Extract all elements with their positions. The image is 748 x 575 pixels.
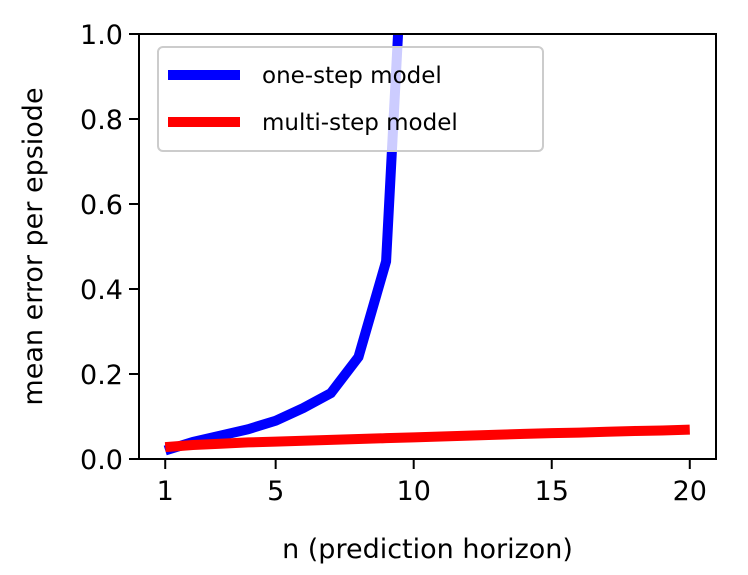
x-tick-label: 20 xyxy=(673,476,707,507)
x-axis-ticks: 1 5 10 15 20 xyxy=(157,459,707,507)
x-tick-label: 1 xyxy=(157,476,174,507)
y-tick-label: 0.6 xyxy=(80,190,123,221)
x-tick-label: 15 xyxy=(535,476,569,507)
y-tick-label: 0.0 xyxy=(80,445,123,476)
legend-label-one-step: one-step model xyxy=(262,63,442,89)
legend: one-step model multi-step model xyxy=(157,46,544,152)
y-tick-label: 0.8 xyxy=(80,105,123,136)
series-layer xyxy=(163,34,690,456)
y-tick-label: 0.4 xyxy=(80,275,123,306)
y-axis-ticks: 0.0 0.2 0.4 0.6 0.8 1.0 xyxy=(80,20,139,476)
legend-label-multi-step: multi-step model xyxy=(262,110,458,136)
y-tick-label: 0.2 xyxy=(80,360,123,391)
y-axis-label: mean error per epsiode xyxy=(18,87,49,405)
series-line-1 xyxy=(164,424,690,453)
x-tick-label: 10 xyxy=(397,476,431,507)
y-tick-label: 1.0 xyxy=(80,20,123,51)
plot-frame xyxy=(138,33,717,460)
x-axis-label: n (prediction horizon) xyxy=(282,534,573,565)
series-line-0 xyxy=(163,34,404,456)
legend-frame xyxy=(157,46,544,152)
x-tick-label: 5 xyxy=(267,476,284,507)
